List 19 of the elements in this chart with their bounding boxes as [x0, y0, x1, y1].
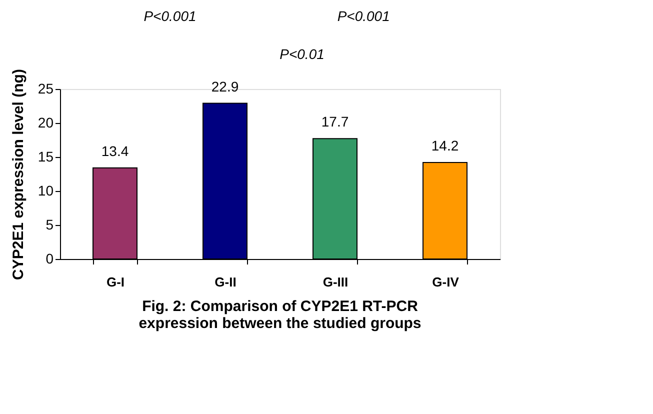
y-tick-label: 5: [46, 216, 54, 232]
data-label: 14.2: [431, 137, 459, 154]
data-label: 17.7: [321, 114, 349, 130]
y-axis-title: CYP2E1 expression level (ng): [10, 69, 27, 280]
text: P<0.001: [144, 8, 196, 24]
text: Fig. 2: Comparison of CYP2E1 RT-PCR expression between the studied groups: [138, 298, 422, 332]
y-tick-label: 0: [46, 250, 54, 266]
text: P<0.001: [337, 8, 390, 24]
y-tick-label: 20: [38, 114, 54, 130]
data-label: 22.9: [211, 78, 239, 94]
y-tick-label: 25: [38, 80, 54, 96]
y-tick-label: 15: [38, 148, 54, 164]
y-tick-label: 10: [38, 182, 54, 198]
data-label: 13.4: [101, 142, 129, 159]
text: P<0.01: [280, 46, 324, 62]
x-tick-label: G-III: [322, 274, 348, 290]
x-tick-label: G-I: [106, 274, 125, 290]
x-tick-label: G-IV: [432, 274, 460, 290]
x-tick-label: G-II: [214, 274, 236, 290]
